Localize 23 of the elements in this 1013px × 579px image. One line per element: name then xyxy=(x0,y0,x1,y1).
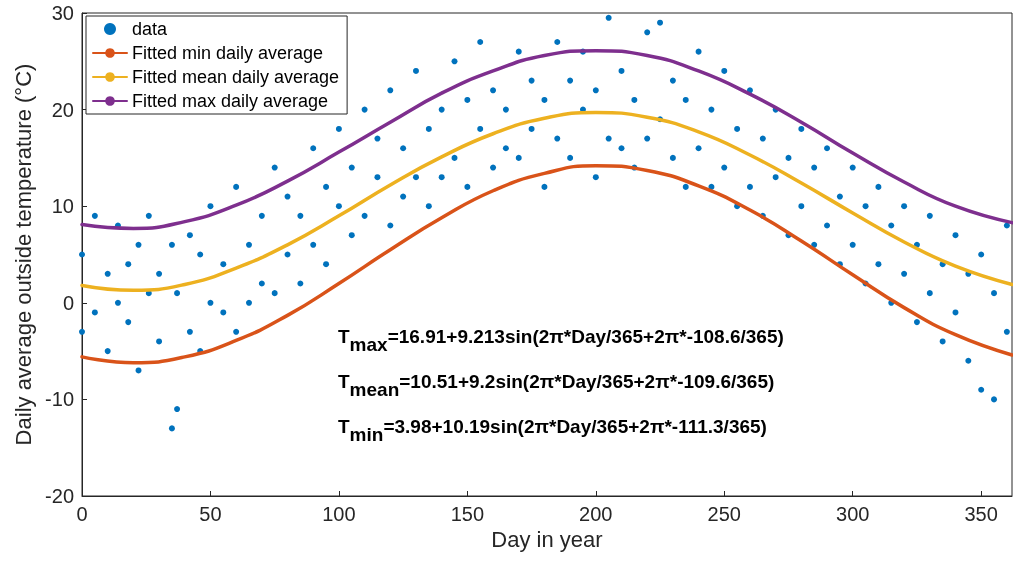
legend-label: data xyxy=(132,19,169,39)
x-tick-label: 150 xyxy=(450,503,485,525)
x-tick-label: 350 xyxy=(964,503,998,525)
legend-label: Fitted max daily average xyxy=(132,91,329,111)
legend-label: Fitted mean daily average xyxy=(132,67,340,87)
x-axis-title: Day in year xyxy=(491,527,603,553)
line-series xyxy=(80,48,1013,231)
y-tick-label: -20 xyxy=(45,485,74,507)
x-tick-label: 50 xyxy=(199,503,222,525)
x-tick-label: 200 xyxy=(579,503,613,525)
y-tick-label: 30 xyxy=(51,2,74,24)
y-tick-label: 0 xyxy=(62,291,74,314)
y-axis-title: Daily average outside temperature (°C) xyxy=(10,63,36,446)
legend-label: Fitted min daily average xyxy=(132,43,324,63)
x-tick-label: 250 xyxy=(707,503,741,525)
y-tick-label: -10 xyxy=(45,388,74,411)
x-tick-label: 0 xyxy=(76,503,88,525)
y-tick-label: 20 xyxy=(51,98,74,121)
line-series xyxy=(80,163,1013,365)
line-series xyxy=(80,110,1013,292)
x-tick-label: 100 xyxy=(322,503,356,525)
y-tick-label: 10 xyxy=(51,195,74,218)
x-tick-label: 300 xyxy=(836,503,870,525)
